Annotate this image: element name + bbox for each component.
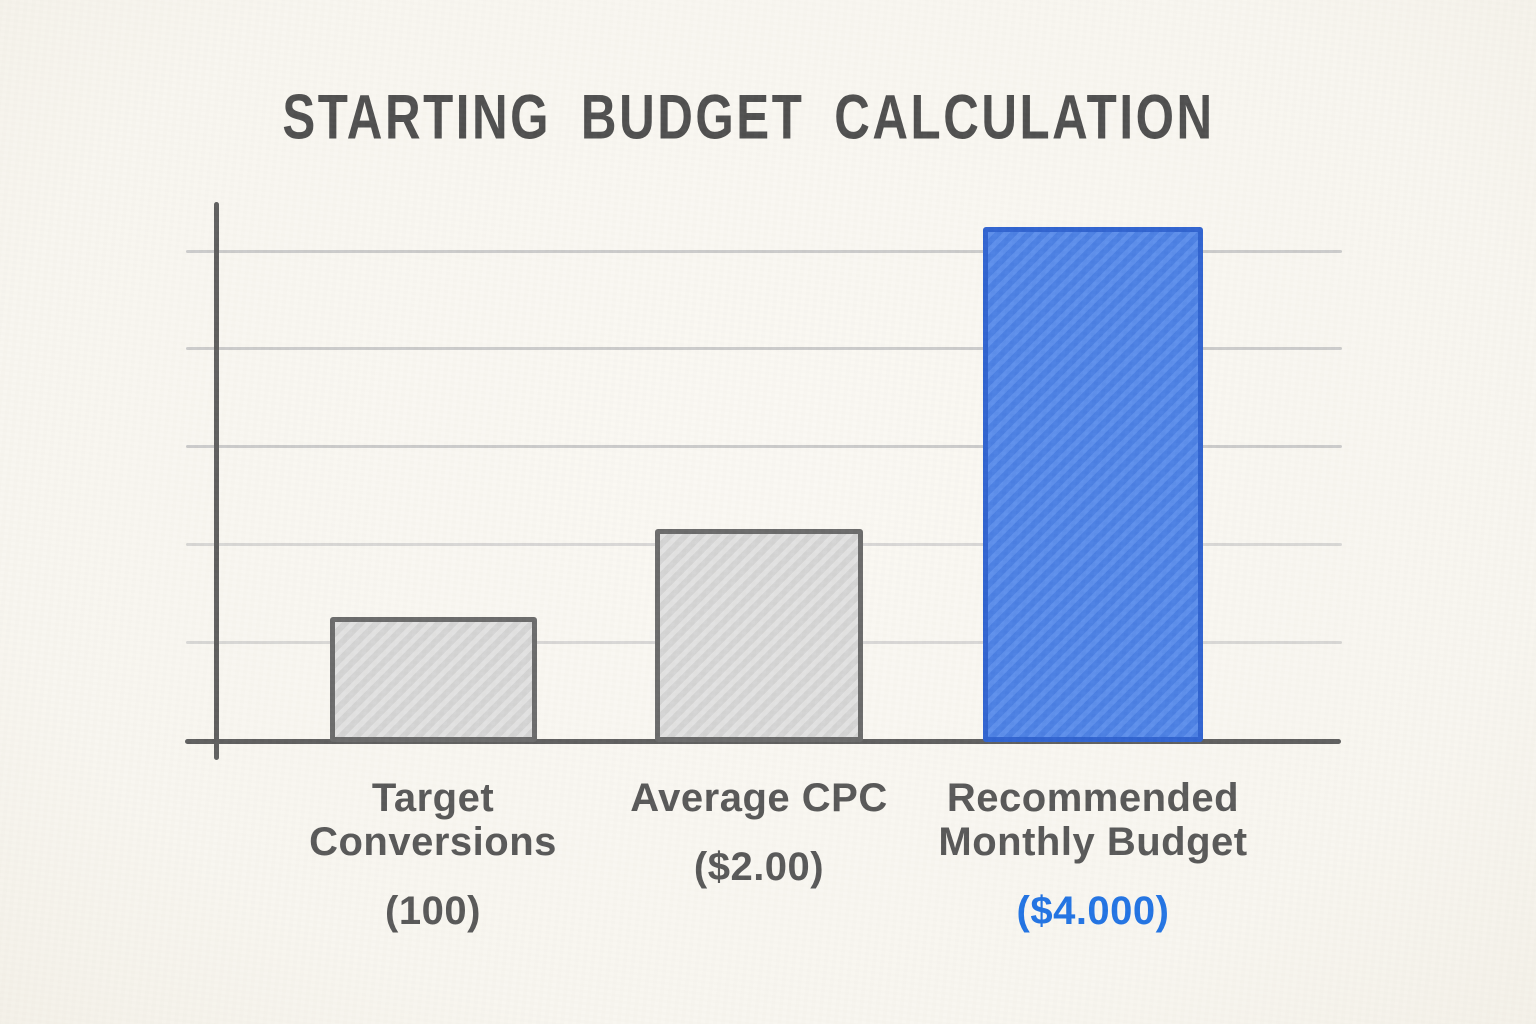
gridline [186, 347, 1342, 350]
value-label: (100) [385, 889, 481, 933]
gridline [186, 250, 1342, 253]
gridline [186, 445, 1342, 448]
category-line: Target [371, 776, 495, 820]
label-recommended-monthly-budget: Recommended Monthly Budget ($4.000) [923, 776, 1263, 933]
value-label: ($2.00) [693, 845, 825, 889]
bar-recommended-monthly-budget [983, 227, 1203, 742]
bar-average-cpc [655, 529, 863, 742]
chart-title: STARTING BUDGET CALCULATION [282, 82, 1215, 153]
category-line: Recommended [946, 776, 1240, 820]
label-target-conversions: Target Conversions (100) [273, 776, 593, 933]
category-line: Average CPC [630, 776, 888, 820]
category-line: Monthly Budget [938, 820, 1248, 864]
bar-target-conversions [330, 617, 537, 742]
y-axis [214, 202, 219, 760]
value-label: ($4.000) [1016, 889, 1170, 933]
label-average-cpc: Average CPC ($2.00) [599, 776, 919, 889]
category-line: Conversions [309, 820, 557, 864]
